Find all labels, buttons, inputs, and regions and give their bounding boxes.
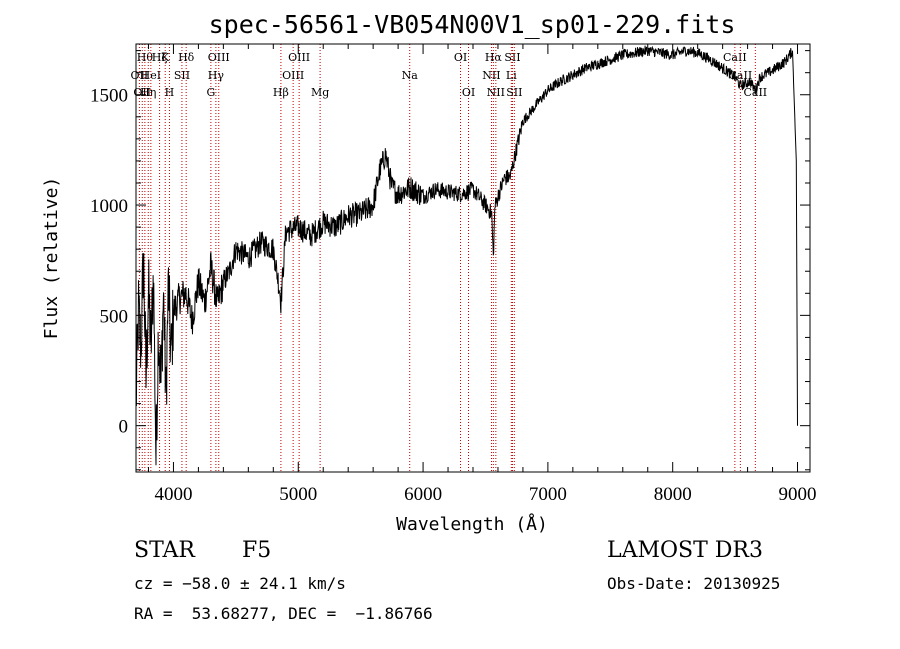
chart-title: spec-56561-VB054N00V1_sp01-229.fits: [209, 10, 736, 39]
axes: 4000 5000 6000 7000 8000 9000 0 500 1000 1500: [90, 43, 817, 505]
subclass: F5: [242, 538, 272, 563]
spectral-line-label: Li: [506, 69, 517, 82]
survey-name: LAMOST DR3: [607, 538, 763, 563]
spectral-line-label: Hα: [485, 51, 503, 64]
spectral-line-label: Hβ: [273, 86, 289, 99]
spectral-line-label: CaII: [723, 51, 747, 64]
x-tick-label: 9000: [779, 484, 817, 505]
x-axis-label: Wavelength (Å): [396, 513, 548, 535]
spectral-line-label: NII: [482, 69, 500, 82]
spectral-line-label: OII: [131, 69, 149, 82]
coordinates: RA = 53.68277, DEC = −1.86766: [134, 604, 433, 623]
spectral-line-label: K: [161, 51, 170, 64]
spectral-line-label: SII: [174, 69, 190, 82]
spectral-line-label: Hθ: [137, 51, 154, 64]
spectral-line-label: Mg: [311, 86, 329, 99]
spectral-line-label: OIII: [288, 51, 310, 64]
y-axis-label: Flux (relative): [41, 177, 62, 340]
spectral-line-label: G: [206, 86, 215, 99]
spectral-line-label: Hζ: [152, 51, 168, 64]
spectral-line-label: SII: [506, 86, 522, 99]
spectral-line-label: OI: [462, 86, 475, 99]
spectral-line-label: OII: [133, 86, 151, 99]
y-tick-label: 0: [119, 417, 129, 438]
spectral-line-label: Hγ: [208, 69, 225, 82]
x-tick-label: 7000: [529, 484, 567, 505]
spectral-line-label: NII: [487, 86, 505, 99]
spectral-line-label: OIII: [282, 69, 304, 82]
obs-date: Obs-Date: 20130925: [607, 574, 781, 593]
y-tick-label: 1000: [90, 196, 128, 217]
spectral-line-label: Hδ: [178, 51, 195, 64]
spectral-line-label: Hη: [140, 86, 156, 99]
spectral-line-label: OIII: [208, 51, 230, 64]
cz-value: cz = −58.0 ± 24.1 km/s: [134, 574, 346, 593]
spectral-line-label: SII: [504, 51, 520, 64]
spectral-line-label: H: [165, 86, 175, 99]
y-tick-label: 1500: [90, 86, 128, 107]
x-tick-label: 6000: [404, 484, 442, 505]
x-tick-label: 4000: [154, 484, 192, 505]
spectral-line-label: HeI: [141, 69, 161, 82]
spectral-lines: OII OII Hθ Hη HeI HζK H SII Hδ G Hγ OIII Hβ OIII OIII M…: [131, 44, 767, 472]
object-class: STAR: [134, 538, 195, 563]
y-tick-label: 500: [100, 306, 129, 327]
plot-area: [135, 45, 798, 466]
spectral-line-label: OI: [454, 51, 467, 64]
x-tick-label: 5000: [279, 484, 317, 505]
x-tick-label: 8000: [654, 484, 692, 505]
spectrum-line: [135, 45, 798, 466]
spectral-line-label: Na: [402, 69, 419, 82]
